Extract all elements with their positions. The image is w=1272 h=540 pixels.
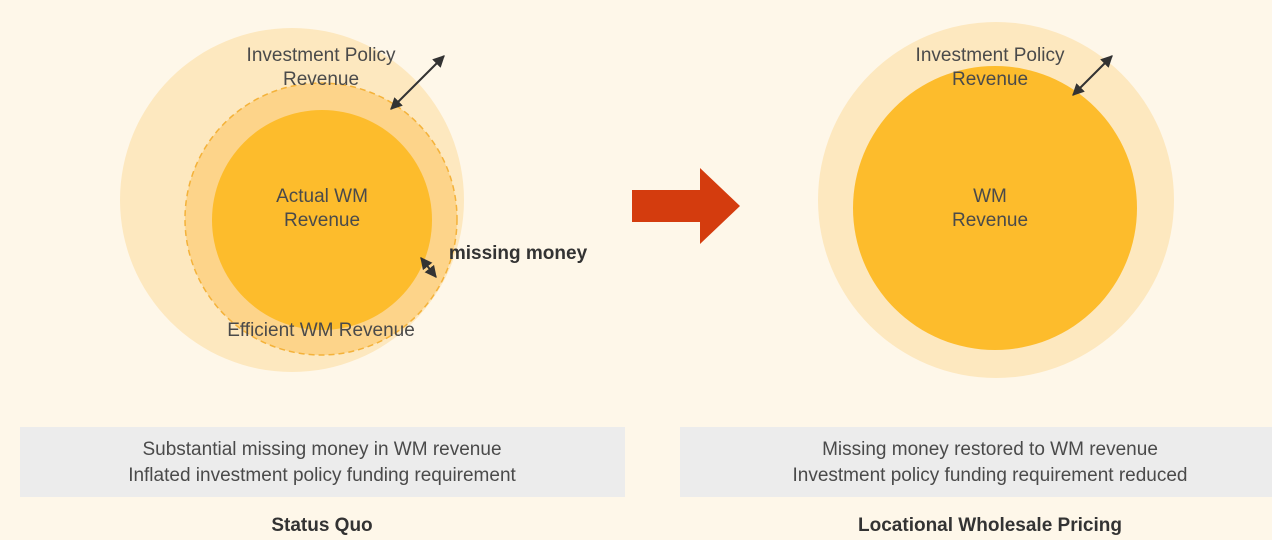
transition-arrow: [632, 168, 740, 244]
label: Revenue: [283, 69, 359, 90]
arrow: [420, 257, 437, 278]
caption-box: [20, 427, 625, 497]
title: Status Quo: [271, 515, 372, 536]
label: Revenue: [284, 210, 360, 231]
arrow: [390, 55, 445, 110]
label: missing money: [449, 243, 588, 264]
caption-box: [680, 427, 1272, 497]
label: Investment Policy: [916, 45, 1065, 66]
label: WM: [973, 186, 1007, 207]
caption: Missing money restored to WM revenue: [822, 439, 1158, 460]
label: Investment Policy: [247, 45, 396, 66]
inner-circle: [853, 66, 1137, 350]
label: Revenue: [952, 69, 1028, 90]
title: Locational Wholesale Pricing: [858, 515, 1122, 536]
caption: Substantial missing money in WM revenue: [142, 439, 501, 460]
label: Revenue: [952, 210, 1028, 231]
label: Actual WM: [276, 186, 368, 207]
caption: Inflated investment policy funding requi…: [128, 465, 516, 486]
arrow: [1072, 55, 1113, 96]
label: Efficient WM Revenue: [227, 320, 415, 341]
caption: Investment policy funding requirement re…: [792, 465, 1187, 486]
inner-circle: [212, 110, 432, 330]
